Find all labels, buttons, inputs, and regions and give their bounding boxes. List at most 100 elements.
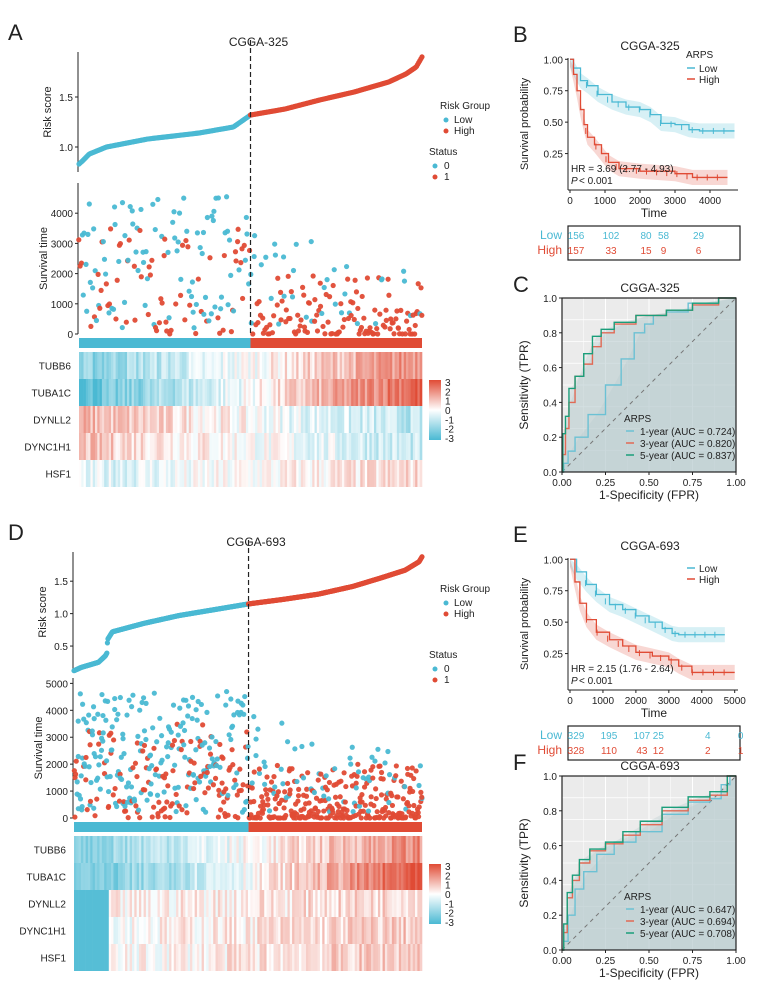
- heatmap-cell: [141, 863, 144, 890]
- heatmap-cell: [324, 890, 328, 917]
- survival-point-alive: [186, 288, 192, 294]
- heatmap-cell: [284, 406, 288, 433]
- survival-point-dead: [179, 807, 185, 813]
- heatmap-cell: [328, 433, 331, 460]
- heatmap-cell: [215, 917, 219, 944]
- heatmap-cell: [220, 890, 223, 917]
- heatmap-cell: [252, 379, 256, 406]
- heatmap-cell: [368, 944, 372, 971]
- heatmap-cell: [317, 890, 321, 917]
- survival-point-dead: [275, 789, 282, 795]
- heatmap-cell: [152, 433, 155, 460]
- heatmap-cell: [312, 460, 315, 487]
- heatmap-cell: [264, 863, 267, 890]
- survival-point-dead: [162, 814, 168, 820]
- heatmap-cell: [108, 406, 112, 433]
- heatmap-cell: [268, 863, 272, 890]
- heatmap-cell: [176, 944, 179, 971]
- survival-point-alive: [109, 724, 115, 730]
- heatmap-cell: [273, 460, 276, 487]
- heatmap-cell: [99, 460, 103, 487]
- survival-point-dead: [188, 738, 194, 745]
- heatmap-cell: [315, 836, 318, 863]
- heatmap-cell: [294, 944, 298, 971]
- heatmap-cell: [285, 890, 288, 917]
- survival-point-alive: [201, 311, 207, 317]
- heatmap-cell: [305, 352, 308, 379]
- heatmap-cell: [127, 944, 130, 971]
- survival-point-dead: [350, 300, 356, 306]
- survival-point-alive: [154, 739, 160, 745]
- heatmap-cell: [173, 890, 177, 917]
- survival-point-dead: [386, 292, 392, 298]
- legend-label: 3-year (AUC = 0.694): [640, 917, 735, 928]
- heatmap-cell: [147, 406, 151, 433]
- heatmap-cell: [213, 863, 216, 890]
- heatmap-cell: [380, 379, 384, 406]
- survival-point-alive: [91, 716, 97, 722]
- heatmap-cell: [346, 460, 350, 487]
- heatmap-cell: [252, 836, 256, 863]
- survival-point-alive: [157, 715, 163, 721]
- heatmap-cell: [76, 890, 79, 917]
- survival-point-alive: [137, 707, 143, 713]
- heatmap-cell: [131, 433, 135, 460]
- heatmap-cell: [259, 460, 263, 487]
- risk-point-high: [419, 54, 425, 60]
- heatmap-cell: [341, 379, 345, 406]
- heatmap-cell: [361, 836, 365, 863]
- heatmap-cell: [111, 863, 114, 890]
- heatmap-cell: [292, 836, 295, 863]
- heatmap-cell: [95, 433, 98, 460]
- survival-point-alive: [365, 808, 372, 814]
- heatmap-cell: [111, 917, 114, 944]
- survival-point-alive: [95, 775, 101, 781]
- survival-point-dead: [342, 799, 348, 805]
- heatmap-cell: [157, 917, 161, 944]
- survival-point-dead: [217, 807, 224, 813]
- survival-point-dead: [161, 253, 167, 259]
- survival-point-dead: [207, 255, 213, 261]
- heatmap-cell: [232, 433, 235, 460]
- heatmap-cell: [115, 379, 119, 406]
- heatmap-cell: [241, 890, 244, 917]
- survival-point-alive: [144, 276, 151, 282]
- heatmap-cell: [79, 460, 82, 487]
- heatmap-cell: [95, 460, 98, 487]
- survival-point-dead: [370, 764, 376, 770]
- heatmap-cell: [172, 352, 176, 379]
- heatmap-cell: [264, 379, 267, 406]
- x-tick-label: 0.25: [596, 478, 616, 489]
- survival-point-alive: [244, 755, 251, 761]
- heatmap-cell: [192, 944, 195, 971]
- survival-point-dead: [134, 740, 140, 746]
- heatmap-cell: [291, 379, 295, 406]
- heatmap-cell: [111, 944, 114, 971]
- survival-point-alive: [268, 295, 274, 301]
- heatmap-cell: [218, 406, 222, 433]
- heatmap-cell: [362, 406, 366, 433]
- heatmap-cell: [373, 890, 376, 917]
- heatmap-cell: [289, 460, 292, 487]
- heatmap-cell: [199, 944, 202, 971]
- survival-point-alive: [144, 797, 150, 803]
- heatmap-cell: [207, 433, 210, 460]
- heatmap-cell: [175, 406, 178, 433]
- survival-point-alive: [111, 204, 118, 210]
- heatmap-cell: [340, 863, 344, 890]
- heatmap-cell: [368, 836, 372, 863]
- survival-point-alive: [173, 808, 179, 815]
- heatmap-cell: [101, 379, 105, 406]
- heatmap-cell: [195, 352, 199, 379]
- x-tick-label: 3000: [664, 196, 687, 207]
- panel-title: CGGA-325: [620, 39, 680, 53]
- survival-point-alive: [255, 726, 261, 732]
- heatmap-cell: [325, 352, 329, 379]
- heatmap-cell: [175, 460, 178, 487]
- heatmap-cell: [255, 352, 258, 379]
- heatmap-cell: [308, 863, 311, 890]
- survival-point-dead: [399, 811, 405, 817]
- survival-point-alive: [80, 701, 86, 707]
- heatmap-cell: [115, 460, 119, 487]
- survival-point-alive: [294, 778, 300, 785]
